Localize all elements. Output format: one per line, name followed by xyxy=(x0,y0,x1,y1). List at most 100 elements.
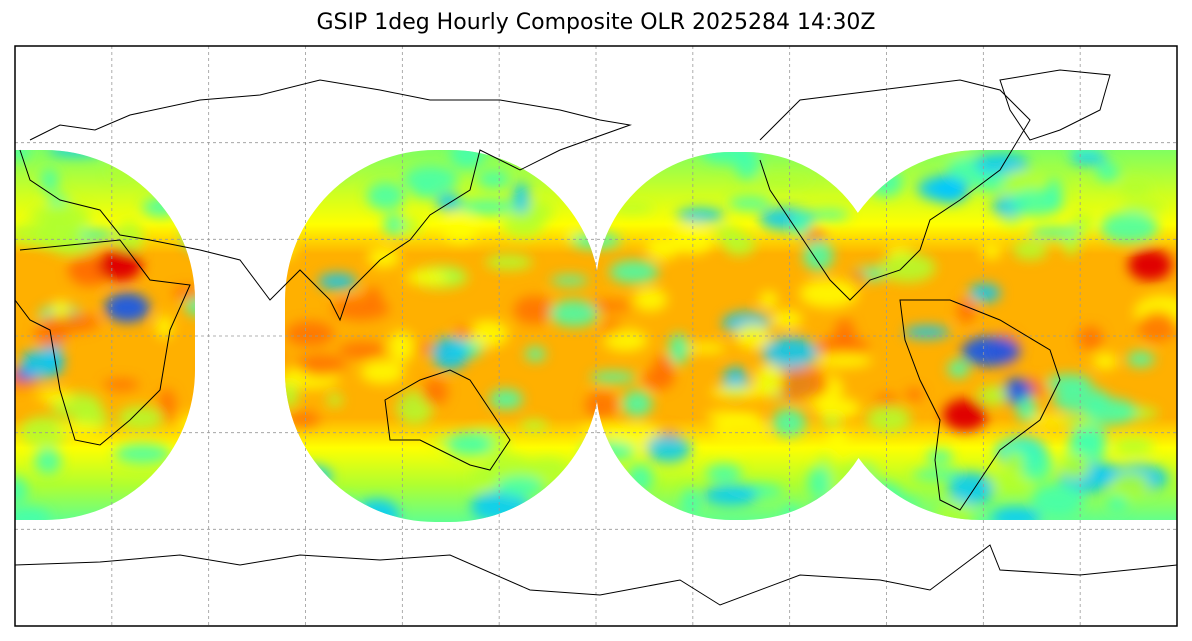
olr-feature xyxy=(772,408,806,437)
olr-feature xyxy=(771,310,803,328)
coastline-africa xyxy=(15,239,191,446)
olr-feature xyxy=(52,299,69,320)
olr-feature xyxy=(525,458,569,481)
coastline-antarctica xyxy=(15,544,1177,606)
olr-feature xyxy=(1028,226,1082,239)
olr-feature xyxy=(806,209,850,221)
olr-feature xyxy=(1068,150,1102,156)
olr-feature xyxy=(286,411,321,428)
olr-feature xyxy=(603,329,648,352)
olr-feature xyxy=(158,388,176,421)
olr-feature xyxy=(285,321,335,347)
olr-feature xyxy=(646,236,679,261)
graticule xyxy=(15,46,1177,626)
olr-feature xyxy=(520,419,548,432)
olr-feature xyxy=(734,150,760,180)
olr-feature xyxy=(103,378,140,391)
olr-feature xyxy=(513,295,555,325)
olr-feature xyxy=(895,497,920,509)
olr-feature xyxy=(821,415,842,427)
olr-feature xyxy=(783,505,800,521)
coastline-greenland xyxy=(999,69,1111,141)
olr-feature xyxy=(845,480,904,513)
olr-feature xyxy=(299,354,346,377)
olr-feature xyxy=(761,336,819,369)
olr-feature xyxy=(549,300,599,327)
olr-feature xyxy=(457,199,518,215)
olr-feature xyxy=(496,475,545,498)
olr-feature xyxy=(1069,153,1108,165)
coastline-australia xyxy=(384,369,511,471)
olr-feature xyxy=(232,345,283,373)
olr-feature xyxy=(755,174,813,186)
olr-feature xyxy=(1084,398,1137,425)
olr-feature xyxy=(685,343,727,354)
olr-feature xyxy=(342,509,363,522)
olr-feature xyxy=(1092,353,1118,370)
olr-warm-spot xyxy=(943,399,987,431)
olr-feature xyxy=(710,386,768,399)
map-frame xyxy=(14,45,1178,627)
olr-feature xyxy=(442,214,478,243)
olr-feature xyxy=(968,283,1001,303)
olr-feature xyxy=(668,333,689,365)
olr-feature xyxy=(178,412,219,434)
olr-feature xyxy=(56,422,103,436)
olr-feature xyxy=(1016,396,1037,423)
olr-feature xyxy=(48,150,103,157)
olr-feature xyxy=(247,242,298,260)
olr-feature xyxy=(1009,188,1063,216)
olr-feature xyxy=(512,182,530,215)
olr-feature xyxy=(412,186,439,198)
olr-feature xyxy=(828,464,875,495)
olr-feature xyxy=(1031,482,1085,517)
olr-feature xyxy=(403,165,459,193)
olr-feature xyxy=(1000,213,1024,227)
olr-feature xyxy=(816,352,872,368)
olr-feature xyxy=(974,153,1029,174)
olr-feature xyxy=(231,382,269,417)
olr-feature xyxy=(191,289,224,311)
olr-feature xyxy=(991,507,1041,522)
olr-feature xyxy=(1046,373,1092,393)
olr-feature xyxy=(366,182,405,211)
map-title: GSIP 1deg Hourly Composite OLR 2025284 1… xyxy=(316,10,876,35)
olr-feature xyxy=(326,393,343,407)
olr-feature xyxy=(812,501,859,522)
olr-feature xyxy=(187,214,218,240)
olr-feature xyxy=(360,360,405,384)
olr-feature xyxy=(212,353,269,381)
olr-feature xyxy=(1020,448,1053,483)
olr-feature xyxy=(728,196,771,211)
olr-feature xyxy=(401,217,422,235)
olr-feature xyxy=(814,397,861,419)
olr-feature xyxy=(221,331,239,361)
olr-feature xyxy=(1029,414,1069,426)
olr-feature xyxy=(485,254,533,270)
olr-feature xyxy=(489,389,523,410)
olr-feature xyxy=(848,463,877,487)
olr-feature xyxy=(251,377,287,389)
olr-feature xyxy=(754,364,784,397)
olr-feature xyxy=(446,432,493,457)
olr-feature xyxy=(565,484,619,498)
olr-feature xyxy=(431,336,469,371)
olr-feature xyxy=(622,390,653,417)
olr-feature xyxy=(826,430,849,455)
olr-feature xyxy=(817,454,834,468)
olr-feature xyxy=(467,320,509,348)
olr-feature xyxy=(980,244,1003,259)
olr-feature xyxy=(706,464,742,483)
olr-feature xyxy=(205,353,261,383)
olr-feature xyxy=(905,388,924,402)
olr-feature xyxy=(108,163,130,180)
olr-feature xyxy=(585,391,619,419)
olr-feature xyxy=(332,296,390,321)
olr-feature xyxy=(866,405,911,433)
olr-feature xyxy=(1003,450,1025,473)
olr-feature xyxy=(947,359,970,378)
olr-feature xyxy=(1071,422,1107,453)
olr-feature xyxy=(114,443,171,464)
olr-feature xyxy=(735,324,771,349)
